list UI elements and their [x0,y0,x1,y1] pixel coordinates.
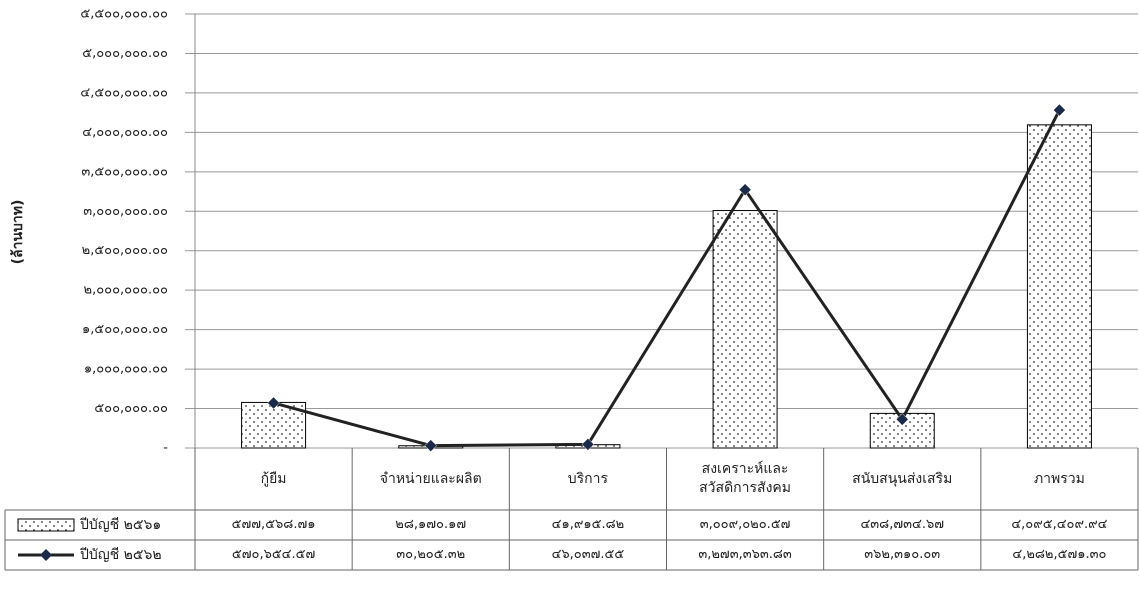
table-value: ๓,๒๗๓,๓๖๓.๘๓ [698,547,792,563]
legend-label: ปีบัญชี ๒๕๖๑ [80,517,162,533]
y-tick-label: ๔,๕๐๐,๐๐๐.๐๐ [80,85,168,100]
table-value: ๔๓๘,๗๓๔.๖๗ [860,517,945,533]
category-label: กู้ยืม [260,470,287,487]
category-label: สงเคราะห์และสวัสดิการสังคม [699,461,792,496]
bar [712,210,778,449]
line [273,109,1061,448]
marker [738,183,752,197]
category-label: สนับสนุนส่งเสริม [852,470,953,487]
y-tick-label: ๑,๐๐๐,๐๐๐.๐๐ [84,362,168,377]
marker [267,396,280,410]
table-value: ๔,๐๙๕,๔๐๙.๙๔ [1011,517,1108,533]
y-tick-label: ๕,๐๐๐,๐๐๐.๐๐ [82,46,168,61]
table-value: ๔๑,๙๑๕.๘๒ [551,517,625,533]
table-value: ๓๐,๒๐๕.๓๒ [396,547,466,563]
y-tick-label: - [163,441,168,456]
legend-symbol [40,549,52,561]
y-tick-label: ๕,๕๐๐,๐๐๐.๐๐ [80,7,168,22]
marker [1053,103,1066,117]
y-tick-label: ๔,๐๐๐,๐๐๐.๐๐ [82,125,168,140]
marker [581,438,595,451]
legend-label: ปีบัญชี ๒๕๖๒ [80,547,162,563]
table-value: ๕๗๗,๕๖๘.๗๑ [231,517,316,533]
category-label: ภาพรวม [1033,470,1085,487]
table-value: ๓,๐๐๙,๐๒๐.๕๗ [699,517,791,533]
category-label: บริการ [567,470,609,487]
y-tick-label: ๑,๕๐๐,๐๐๐.๐๐ [82,322,168,337]
y-axis-label: (ล้านบาท) [10,200,26,265]
table-value: ๔,๒๘๒,๕๗๑.๓๐ [1012,547,1107,563]
y-tick-label: ๓,๐๐๐,๐๐๐.๐๐ [83,204,168,219]
y-tick-label: ๕๐๐,๐๐๐.๐๐ [94,401,168,416]
table-value: ๓๖๒,๓๑๐.๐๓ [864,547,941,563]
table-value: ๒๘,๑๗๐.๑๗ [395,517,467,533]
category-label: จำหน่ายและผลิต [379,470,482,487]
table-value: ๕๗๐,๖๕๔.๕๗ [231,547,316,563]
table-value: ๔๖,๐๓๗.๕๕ [551,547,625,563]
bar [1026,124,1092,449]
y-tick-label: ๓,๕๐๐,๐๐๐.๐๐ [81,164,168,179]
y-tick-label: ๒,๐๐๐,๐๐๐.๐๐ [84,283,169,298]
y-tick-label: ๒,๕๐๐,๐๐๐.๐๐ [82,243,168,258]
marker [424,439,438,452]
marker [895,413,909,426]
legend-symbol [17,518,75,532]
